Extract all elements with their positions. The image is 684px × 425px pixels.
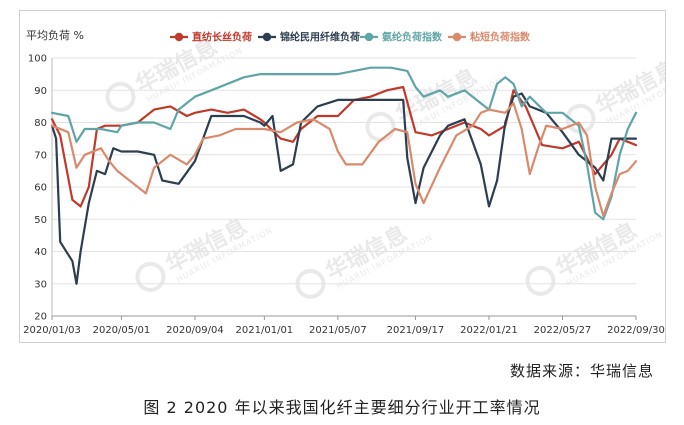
watermark-logo-icon: [565, 103, 596, 134]
x-tick-label: 2020/09/04: [166, 325, 224, 336]
x-tick-label: 2022/01/21: [460, 325, 518, 336]
legend-marker-icon: [262, 32, 272, 42]
legend-label: 锦纶民用纤维负荷: [280, 31, 360, 44]
y-axis: 20 30 40 50 60 70 80 90 100: [28, 54, 53, 323]
y-axis-label: 平均负荷 %: [26, 28, 84, 42]
y-tick-label: 100: [28, 54, 47, 65]
legend-label: 直纺长丝负荷: [192, 31, 252, 44]
x-tick-label: 2021/09/17: [387, 325, 445, 336]
x-tick-label: 2022/05/27: [534, 325, 592, 336]
watermark-logo-icon: [295, 268, 326, 299]
y-tick-label: 80: [34, 118, 47, 129]
legend-item-2[interactable]: 锦纶民用纤维负荷: [258, 31, 360, 44]
legend[interactable]: 直纺长丝负荷 锦纶民用纤维负荷 氨纶负荷指数 粘短负荷指数: [170, 31, 531, 44]
legend-item-4[interactable]: 粘短负荷指数: [448, 31, 531, 44]
legend-label: 氨纶负荷指数: [382, 31, 443, 44]
legend-item-1[interactable]: 直纺长丝负荷: [170, 31, 252, 44]
legend-item-3[interactable]: 氨纶负荷指数: [360, 31, 443, 44]
x-tick-label: 2020/05/01: [93, 325, 151, 336]
watermark-logo-icon: [105, 81, 136, 112]
chart-frame: 华瑞信息 HUARUI INFORMATION 华瑞信息 HUARUI INFORMA…: [19, 10, 666, 343]
series-lines: [50, 66, 638, 285]
y-tick-label: 60: [34, 183, 47, 194]
watermark-logo-icon: [525, 265, 556, 296]
legend-marker-icon: [364, 32, 374, 42]
watermark-logo-icon: [365, 111, 396, 142]
series-line-4: [50, 102, 638, 218]
x-axis: 2020/01/03 2020/05/01 2020/09/04 2021/01/01…: [23, 315, 665, 336]
y-tick-label: 70: [34, 150, 47, 161]
watermark-logo-icon: [135, 261, 166, 292]
x-tick-label: 2022/09/30: [607, 325, 665, 336]
y-tick-label: 90: [34, 86, 47, 97]
y-tick-label: 40: [34, 247, 47, 258]
y-tick-label: 20: [34, 312, 47, 323]
legend-marker-icon: [174, 32, 184, 42]
legend-label: 粘短负荷指数: [470, 31, 531, 44]
series-line-3: [50, 66, 638, 221]
figure-caption: 图 2 2020 年以来我国化纤主要细分行业开工率情况: [143, 398, 541, 417]
x-tick-label: 2021/01/01: [236, 325, 294, 336]
x-tick-label: 2021/05/07: [309, 325, 367, 336]
x-tick-label: 2020/01/03: [23, 325, 81, 336]
data-source-note: 数据来源：华瑞信息: [509, 362, 654, 380]
y-tick-label: 30: [34, 279, 47, 290]
y-tick-label: 50: [34, 215, 47, 226]
legend-marker-icon: [452, 32, 462, 42]
